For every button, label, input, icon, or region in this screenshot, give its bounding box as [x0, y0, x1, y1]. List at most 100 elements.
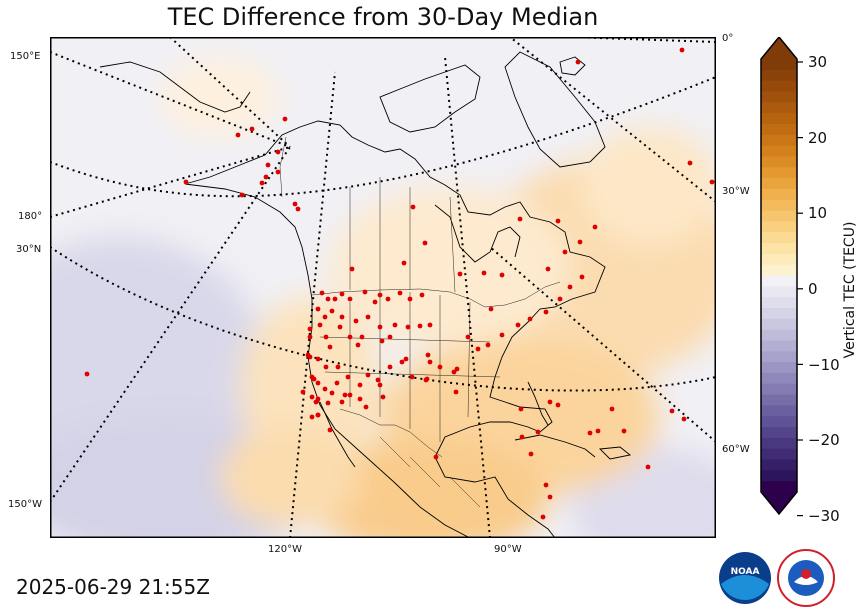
gps-station-marker: [347, 334, 353, 340]
colorbar-tick-label: −30: [808, 507, 840, 525]
gps-station-marker: [399, 359, 405, 365]
lon-label-120w: 120°W: [268, 544, 302, 555]
gps-station-marker: [687, 160, 693, 166]
colorbar-block: [761, 113, 797, 125]
colorbar-block: [761, 243, 797, 255]
lon-label-60w: 60°W: [722, 444, 750, 455]
colorbar-block: [761, 80, 797, 92]
gps-station-marker: [555, 402, 561, 408]
gps-station-marker: [499, 332, 505, 338]
colorbar-block: [761, 188, 797, 201]
colorbar-block: [761, 318, 797, 331]
lon-label-0: 0°: [722, 33, 734, 44]
colorbar-extend-low: [761, 492, 797, 514]
lon-line-90w: [444, 56, 491, 538]
gps-station-marker: [465, 334, 471, 340]
map-frame: [50, 37, 716, 538]
graticule: [50, 37, 716, 538]
gps-station-marker: [592, 224, 598, 230]
gps-station-marker: [315, 356, 321, 362]
gps-station-marker: [575, 59, 581, 65]
greenland-outline: [504, 51, 606, 168]
colorbar-tick-label: 20: [808, 129, 828, 147]
gps-station-marker: [265, 162, 271, 168]
tec-positive-baja: [220, 427, 360, 527]
gps-station-marker: [401, 260, 407, 266]
gps-station-marker: [621, 428, 627, 434]
colorbar-tick-label: 30: [808, 53, 828, 71]
gps-station-marker: [309, 414, 315, 420]
colorbar-block: [761, 264, 797, 276]
gps-station-marker: [485, 342, 491, 348]
colorbar-block: [761, 102, 797, 114]
gps-station-marker: [249, 126, 255, 132]
gps-station-marker: [339, 399, 345, 405]
gps-station-marker: [282, 116, 288, 122]
hispaniola-outline: [599, 446, 632, 460]
gps-station-marker: [300, 389, 306, 395]
gps-station-marker: [359, 334, 365, 340]
gps-station-marker: [681, 416, 687, 422]
gps-station-marker: [387, 364, 393, 370]
tec-positive-central: [310, 437, 550, 538]
colorbar-block: [761, 167, 797, 179]
gps-station-marker: [540, 514, 546, 520]
gps-station-marker: [519, 434, 525, 440]
colorbar-block: [761, 427, 797, 439]
gps-station-marker: [322, 386, 328, 392]
gps-station-marker: [337, 324, 343, 330]
gps-station-marker: [387, 334, 393, 340]
gps-station-marker: [362, 289, 368, 295]
gps-station-marker: [437, 364, 443, 370]
gps-stations: [84, 47, 715, 520]
colorbar-block: [761, 459, 797, 471]
colorbar-block: [761, 156, 797, 168]
colorbar-block: [761, 59, 797, 71]
colorbar-block: [761, 416, 797, 428]
gps-station-marker: [595, 428, 601, 434]
gps-station-marker: [499, 272, 505, 278]
gps-station-marker: [645, 464, 651, 470]
gps-station-marker: [481, 270, 487, 276]
gps-station-marker: [427, 359, 433, 365]
gps-station-marker: [307, 326, 313, 332]
alaska-outline: [99, 61, 251, 113]
gps-station-marker: [259, 180, 265, 186]
gps-station-marker: [84, 371, 90, 377]
colorbar-block: [761, 297, 797, 309]
gps-station-marker: [409, 374, 415, 380]
gps-station-marker: [292, 201, 298, 207]
gps-station-marker: [609, 406, 615, 412]
gps-station-marker: [457, 271, 463, 277]
gps-station-marker: [315, 380, 321, 386]
colorbar-block: [761, 448, 797, 461]
colorbar-block: [761, 210, 797, 222]
colorbar-block: [761, 123, 797, 136]
gps-station-marker: [518, 406, 524, 412]
gps-station-marker: [353, 318, 359, 324]
gps-station-marker: [403, 356, 409, 362]
gps-station-marker: [339, 314, 345, 320]
gps-station-marker: [355, 342, 361, 348]
colorbar-block: [761, 69, 797, 82]
gps-station-marker: [392, 322, 398, 328]
gps-station-marker: [475, 346, 481, 352]
gps-station-marker: [528, 451, 534, 457]
gps-station-marker: [323, 334, 329, 340]
gps-station-marker: [380, 394, 386, 400]
gps-station-marker: [407, 296, 413, 302]
gps-station-marker: [347, 392, 353, 398]
timestamp: 2025-06-29 21:55Z: [16, 575, 210, 599]
gps-station-marker: [567, 284, 573, 290]
colorbar-tick-label: −10: [808, 356, 840, 374]
colorbar-block: [761, 91, 797, 103]
colorbar-block: [761, 178, 797, 190]
gps-station-marker: [329, 390, 335, 396]
colorbar-block: [761, 481, 797, 493]
gps-station-marker: [397, 290, 403, 296]
gps-station-marker: [587, 430, 593, 436]
gps-station-marker: [275, 149, 281, 155]
colorbar-block: [761, 362, 797, 374]
gps-station-marker: [313, 399, 319, 405]
gps-station-marker: [307, 334, 313, 340]
